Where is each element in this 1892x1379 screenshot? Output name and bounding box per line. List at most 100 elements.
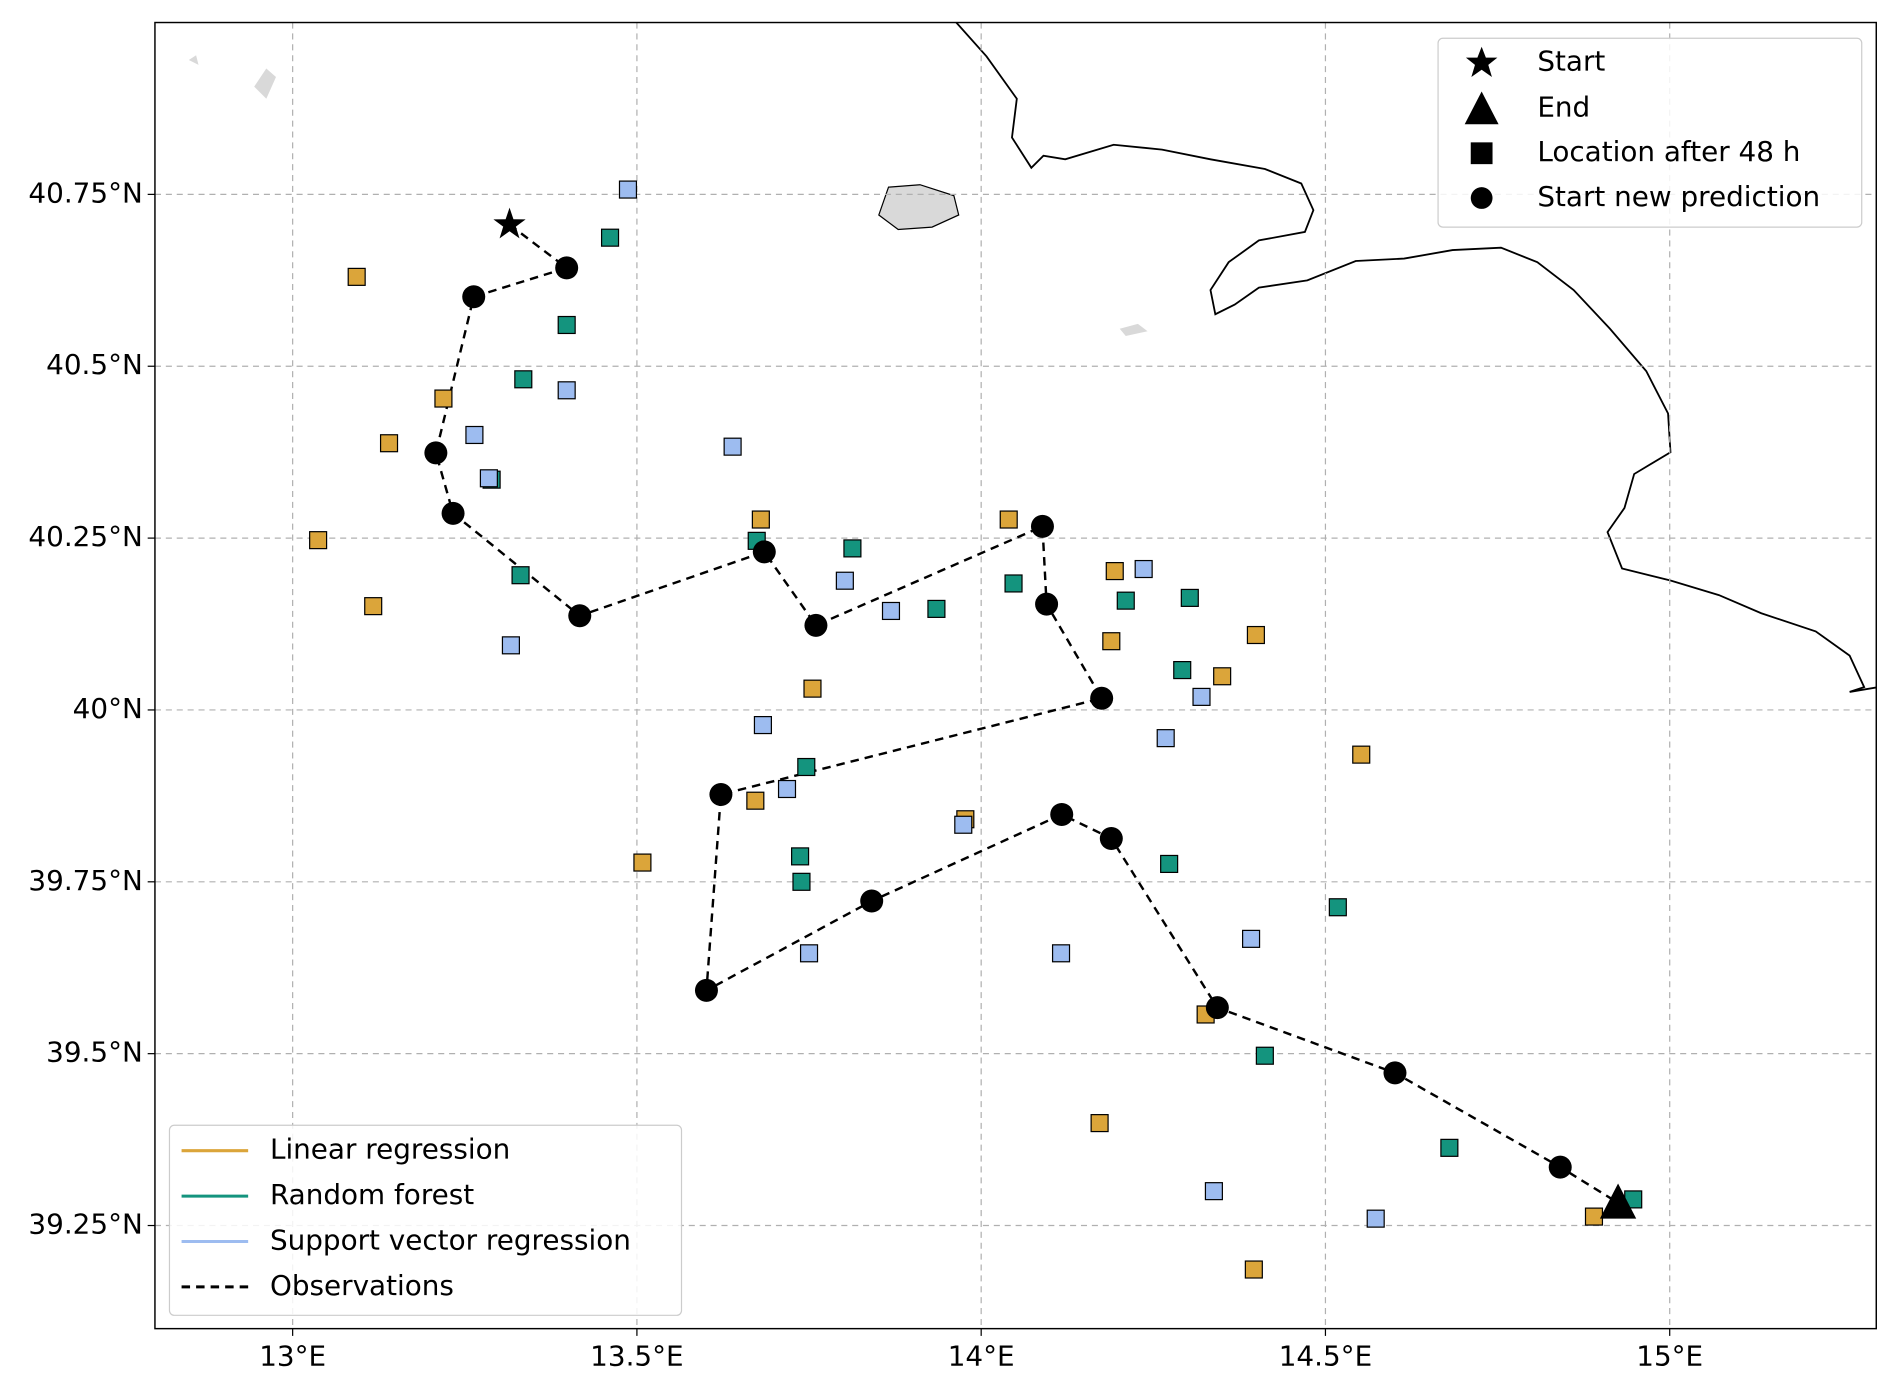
endpoint-square [843, 539, 862, 558]
endpoint-square [927, 599, 946, 618]
y-tick-label: 39.5°N [46, 1036, 143, 1069]
x-tick-label: 14°E [948, 1340, 1015, 1373]
island [188, 55, 199, 65]
data-layer [309, 180, 1643, 1279]
endpoint-square [434, 389, 453, 408]
legend-label: End [1537, 90, 1590, 123]
restart-point [1205, 996, 1229, 1020]
restart-point [804, 613, 828, 637]
endpoint-square [633, 853, 652, 872]
restart-point [555, 256, 579, 280]
endpoint-square [479, 469, 498, 488]
endpoint-square [347, 267, 366, 286]
restart-point [752, 540, 776, 564]
endpoint-square [835, 571, 854, 590]
legend-label: Linear regression [270, 1133, 510, 1166]
endpoint-square [1584, 1207, 1604, 1226]
endpoint-square [1246, 625, 1265, 645]
map-layer [154, 22, 1877, 1329]
legend-star [1465, 46, 1498, 77]
endpoint-square [1180, 588, 1199, 607]
endpoint-square [501, 636, 520, 655]
restart-point [1050, 802, 1074, 826]
legend-circle [1470, 187, 1493, 209]
legend-box [1437, 37, 1863, 228]
end-triangle [1599, 1183, 1637, 1219]
y-tick-label: 40.75°N [28, 176, 142, 209]
endpoint-square [557, 381, 576, 400]
endpoint-square [1004, 574, 1023, 593]
legend-label: Start new prediction [1537, 180, 1820, 213]
coastline [955, 22, 1877, 693]
endpoint-square [557, 315, 576, 335]
restart-point [1035, 592, 1059, 616]
y-tick-label: 40.25°N [28, 520, 142, 553]
plot-frame [154, 21, 1877, 1330]
island [254, 68, 276, 99]
endpoint-square [1051, 944, 1071, 963]
endpoint-square [999, 510, 1018, 529]
endpoint-square [799, 944, 819, 963]
legend-label: Random forest [270, 1178, 474, 1211]
endpoint-square [1366, 1209, 1385, 1228]
endpoint-square [797, 757, 816, 777]
y-tick-label: 39.25°N [28, 1208, 142, 1241]
endpoint-square [751, 510, 770, 529]
endpoint-square [1328, 898, 1347, 917]
x-tick-label: 15°E [1636, 1340, 1703, 1373]
restart-point [1030, 514, 1054, 538]
legend-box [168, 1124, 683, 1316]
endpoint-square [1105, 562, 1124, 581]
restart-point [424, 441, 448, 465]
endpoint-square [1160, 854, 1179, 874]
endpoint-square [1116, 591, 1135, 610]
restart-point [462, 285, 486, 309]
endpoint-square [364, 597, 383, 616]
restart-point [709, 783, 733, 807]
endpoint-square [600, 228, 620, 247]
x-tick-label: 13.5°E [590, 1340, 683, 1373]
endpoint-square [511, 566, 530, 585]
endpoint-square [1090, 1114, 1109, 1133]
endpoint-square [1255, 1046, 1274, 1065]
legend-triangle [1464, 91, 1499, 125]
endpoint-square [379, 434, 399, 453]
endpoint-square [1242, 929, 1261, 948]
restart-point [694, 978, 718, 1002]
endpoint-square [803, 679, 822, 698]
legend-markers: Start End Location after 48 h Start new … [1437, 37, 1863, 228]
endpoint-square [881, 601, 901, 621]
island [1119, 323, 1148, 337]
legend-label: Start [1537, 44, 1605, 77]
endpoint-square [514, 370, 533, 389]
restart-point [568, 604, 592, 628]
restart-point [441, 501, 465, 525]
endpoint-square [1192, 687, 1211, 706]
endpoint-square [1156, 729, 1175, 748]
observation-track [434, 223, 1619, 1204]
endpoint-square [954, 815, 973, 834]
endpoint-square [1244, 1260, 1263, 1279]
restart-point [1090, 686, 1114, 710]
legend-label: Support vector regression [270, 1223, 631, 1256]
endpoint-square [746, 791, 765, 810]
x-tick-label: 14.5°E [1279, 1340, 1372, 1373]
endpoint-square [723, 437, 742, 456]
endpoint-square [1440, 1138, 1459, 1157]
legend-square [1470, 142, 1493, 165]
x-tick-label: 13°E [259, 1340, 326, 1373]
restart-point [1099, 827, 1123, 851]
y-tick-label: 39.75°N [28, 864, 142, 897]
endpoint-square [791, 847, 810, 866]
endpoint-square [1173, 661, 1192, 680]
endpoint-square [1213, 667, 1232, 686]
endpoint-square [1134, 559, 1153, 579]
restart-point [1383, 1061, 1407, 1085]
legend-series: Linear regression Random forest Support ve… [168, 1124, 683, 1316]
restart-point [1548, 1155, 1572, 1179]
island [878, 184, 960, 231]
endpoint-square [792, 872, 811, 891]
y-tick-label: 40.5°N [46, 348, 143, 381]
